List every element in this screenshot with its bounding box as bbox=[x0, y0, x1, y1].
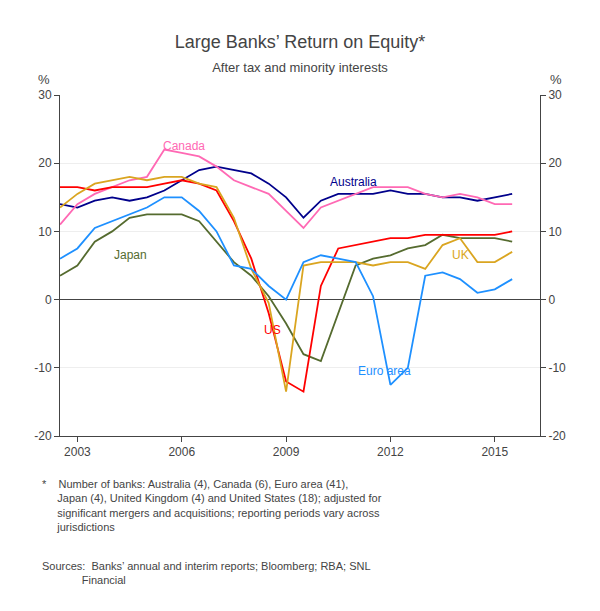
svg-text:%: % bbox=[550, 72, 562, 87]
svg-text:2012: 2012 bbox=[377, 445, 404, 459]
svg-text:Canada: Canada bbox=[163, 139, 205, 153]
svg-text:Large Banks’ Return on Equity*: Large Banks’ Return on Equity* bbox=[175, 32, 425, 52]
svg-text:10: 10 bbox=[548, 225, 562, 239]
svg-text:2003: 2003 bbox=[64, 445, 91, 459]
svg-text:2015: 2015 bbox=[481, 445, 508, 459]
svg-text:After tax and minority interes: After tax and minority interests bbox=[212, 60, 388, 75]
svg-text:20: 20 bbox=[38, 156, 52, 170]
svg-text:0: 0 bbox=[548, 293, 555, 307]
svg-text:* Number of banks: Australi: * Number of banks: Australia (4), Canada… bbox=[42, 478, 382, 533]
svg-text:%: % bbox=[38, 72, 50, 87]
svg-text:2006: 2006 bbox=[168, 445, 195, 459]
svg-text:30: 30 bbox=[38, 88, 52, 102]
svg-text:-20: -20 bbox=[548, 429, 566, 443]
svg-text:0: 0 bbox=[45, 293, 52, 307]
svg-text:30: 30 bbox=[548, 88, 562, 102]
svg-text:20: 20 bbox=[548, 156, 562, 170]
svg-text:Euro area: Euro area bbox=[358, 364, 411, 378]
svg-text:Australia: Australia bbox=[330, 175, 377, 189]
svg-text:Sources: Banks’ annual and in: Sources: Banks’ annual and interim repor… bbox=[42, 560, 371, 586]
svg-text:UK: UK bbox=[452, 248, 469, 262]
svg-text:US: US bbox=[264, 323, 281, 337]
svg-text:Japan: Japan bbox=[114, 248, 147, 262]
svg-text:2009: 2009 bbox=[273, 445, 300, 459]
svg-text:-10: -10 bbox=[34, 361, 52, 375]
svg-text:-10: -10 bbox=[548, 361, 566, 375]
svg-text:10: 10 bbox=[38, 225, 52, 239]
svg-text:-20: -20 bbox=[34, 429, 52, 443]
